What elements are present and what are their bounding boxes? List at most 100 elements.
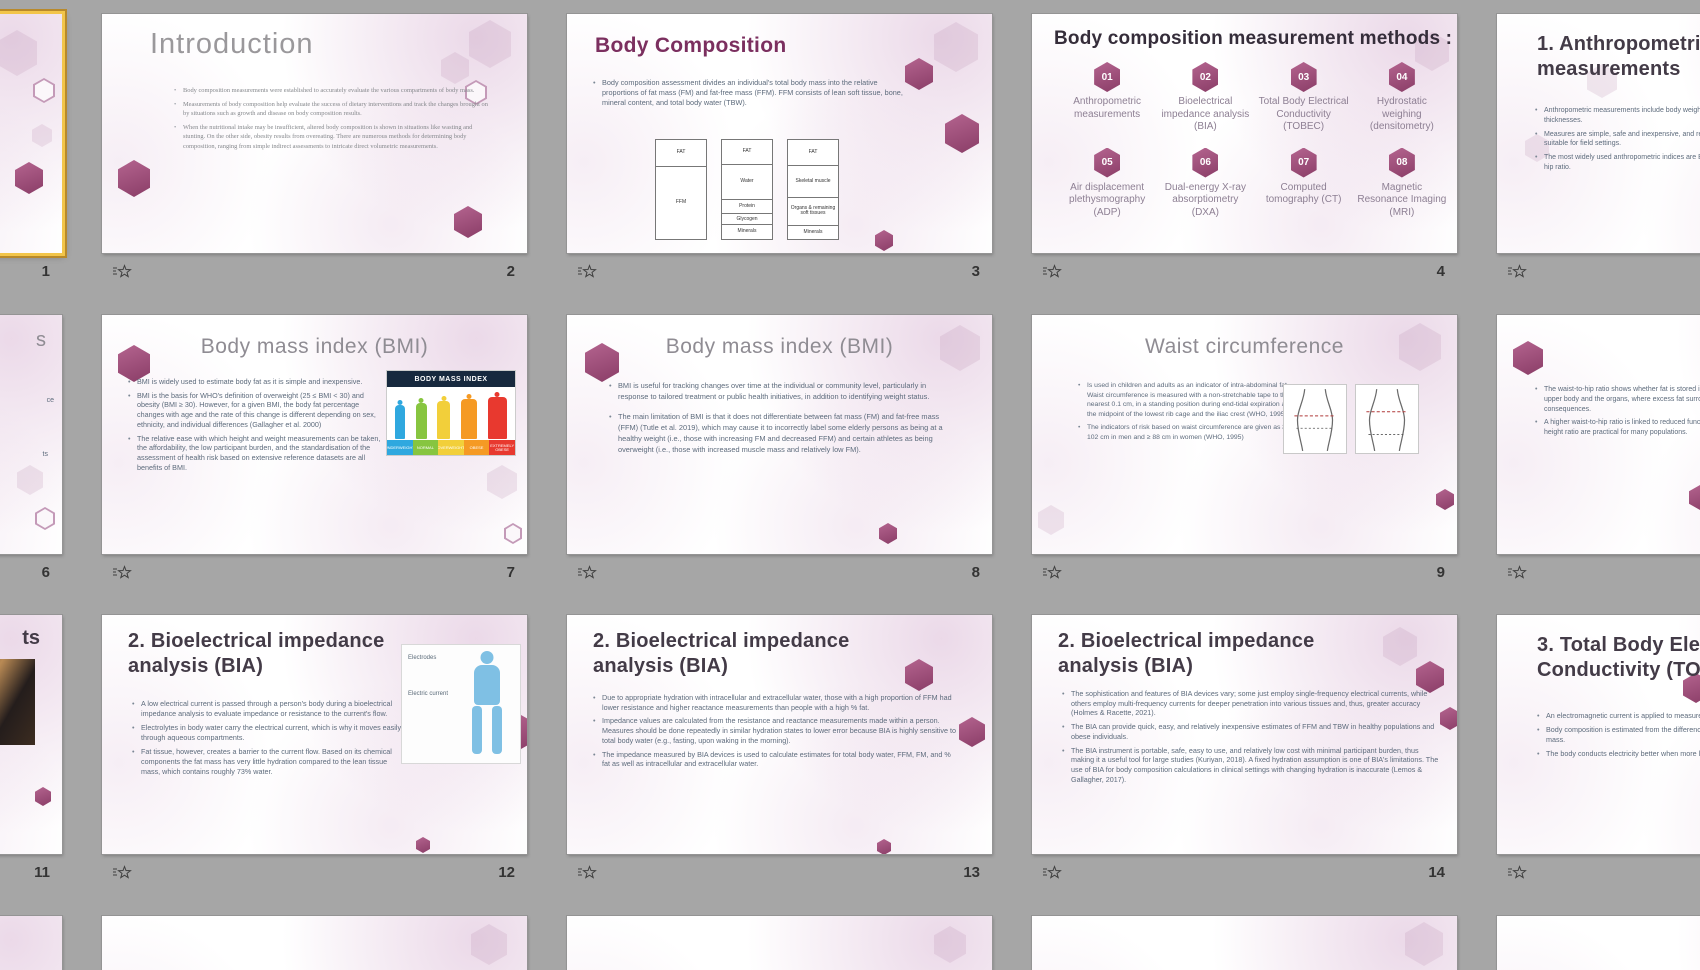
slide-number: 11 [34, 863, 50, 881]
diagram-box: Minerals [721, 224, 773, 241]
hexagon-decoration [471, 924, 507, 965]
method-label: Magnetic Resonance Imaging (MRI) [1357, 181, 1447, 218]
method-item: 07 Computed tomography (CT) [1259, 147, 1349, 220]
hexagon-outline-decoration [35, 507, 55, 530]
slide-15-thumbnail[interactable]: 3. Total Body Electrical Conductivity (T… [1497, 615, 1700, 854]
play-animations-icon[interactable] [1507, 264, 1527, 278]
slide-row-1: 1 Introduction Body composition measurem… [0, 14, 1700, 283]
slide-cell-next [1032, 916, 1457, 970]
slide-number: 2 [506, 262, 515, 280]
slide-4-thumbnail[interactable]: Body composition measurement methods : 0… [1032, 14, 1457, 253]
slide-cell-5: 1. Anthropometric measurements Anthropom… [1497, 14, 1700, 283]
method-item: 04 Hydrostatic weighing (densitometry) [1357, 62, 1447, 134]
slide-footer: 6 [0, 554, 62, 584]
slide-thumbnail[interactable] [1497, 916, 1700, 970]
slide-12-thumbnail[interactable]: 2. Bioelectrical impedance analysis (BIA… [102, 615, 527, 854]
bullet-item: A higher waist-to-hip ratio is linked to… [1535, 418, 1700, 438]
slide-number: 4 [1436, 262, 1445, 280]
slide-thumbnail[interactable] [1032, 916, 1457, 970]
bullet-item: The body conducts electricity better whe… [1537, 749, 1700, 759]
slide-footer: 7 [102, 554, 527, 584]
method-item: 05 Air displacement plethysmography (ADP… [1062, 147, 1152, 220]
diagram-box: Skeletal muscle [787, 164, 839, 198]
slide-title: Body Composition [595, 34, 787, 57]
slide-5-thumbnail[interactable]: 1. Anthropometric measurements Anthropom… [1497, 14, 1700, 253]
slide-cell-2: Introduction Body composition measuremen… [102, 14, 527, 283]
bullet-item: The impedance measured by BIA devices is… [593, 750, 958, 769]
hexagon-decoration [905, 58, 933, 90]
slide-row-2: s ce ts 6 Body mass index (BMI) BMI [0, 315, 1700, 584]
bullet-item: The most widely used anthropometric indi… [1535, 153, 1700, 173]
slide-footer: 4 [1032, 253, 1457, 283]
hexagon-decoration [1399, 323, 1441, 371]
slide-number: 6 [41, 563, 50, 581]
hexagon-decoration [1440, 707, 1457, 730]
slide-9-thumbnail[interactable]: Waist circumference Is used in children … [1032, 315, 1457, 554]
slide-14-thumbnail[interactable]: 2. Bioelectrical impedance analysis (BIA… [1032, 615, 1457, 854]
title-fragment: ts [22, 627, 40, 649]
slide-footer: 14 [1032, 854, 1457, 884]
hexagon-decoration [416, 837, 430, 853]
slide-cell-next [567, 916, 992, 970]
play-animations-icon[interactable] [1042, 865, 1062, 879]
slide-number: 9 [1436, 563, 1445, 581]
method-number-hexagon: 01 [1094, 62, 1121, 92]
slide-3-thumbnail[interactable]: Body Composition Body composition assess… [567, 14, 992, 253]
slide-1-thumbnail[interactable] [0, 14, 62, 253]
hexagon-decoration [875, 230, 893, 251]
play-animations-icon[interactable] [112, 264, 132, 278]
slide-7-thumbnail[interactable]: Body mass index (BMI) BMI is widely used… [102, 315, 527, 554]
slide-title: Body composition measurement methods : [1054, 28, 1453, 49]
bmi-chart-figures [387, 387, 515, 440]
bullet-item: Electrolytes in body water carry the ele… [132, 723, 402, 743]
play-animations-icon[interactable] [1507, 865, 1527, 879]
slide-10-thumbnail[interactable]: The waist-to-hip ratio shows whether fat… [1497, 315, 1700, 554]
play-animations-icon[interactable] [1507, 565, 1527, 579]
slide-title: 1. Anthropometric measurements [1537, 33, 1700, 80]
slide-thumbnail[interactable] [102, 916, 527, 970]
play-animations-icon[interactable] [577, 565, 597, 579]
slide-cell-next [102, 916, 527, 970]
waist-figure-image [1356, 385, 1418, 453]
slide-number: 1 [41, 262, 50, 280]
hexagon-decoration [469, 20, 511, 68]
slide-thumbnail[interactable] [567, 916, 992, 970]
bullet-item: The BIA can provide quick, easy, and rel… [1062, 722, 1442, 741]
play-animations-icon[interactable] [1042, 264, 1062, 278]
slide-8-thumbnail[interactable]: Body mass index (BMI) BMI is useful for … [567, 315, 992, 554]
method-label: Anthropometric measurements [1073, 96, 1142, 120]
slide-title: Waist circumference [1145, 335, 1344, 358]
play-animations-icon[interactable] [577, 865, 597, 879]
slide-2-thumbnail[interactable]: Introduction Body composition measuremen… [102, 14, 527, 253]
hexagon-decoration [877, 839, 891, 854]
method-number-hexagon: 07 [1290, 147, 1317, 178]
method-number-hexagon: 08 [1388, 147, 1415, 178]
play-animations-icon[interactable] [1042, 565, 1062, 579]
slide-cell-7: Body mass index (BMI) BMI is widely used… [102, 315, 527, 584]
method-item: 02 Bioelectrical impedance analysis (BIA… [1160, 62, 1250, 134]
hexagon-decoration [15, 162, 43, 194]
slide-11-thumbnail[interactable]: ts [0, 615, 62, 854]
method-label: Air displacement plethysmography (ADP) [1069, 181, 1146, 218]
play-animations-icon[interactable] [112, 565, 132, 579]
bullet-item: Measurements of body composition help ev… [174, 100, 492, 119]
bmi-label: EXTREMELY OBESE [489, 440, 515, 455]
slide-6-thumbnail[interactable]: s ce ts [0, 315, 62, 554]
slide-13-thumbnail[interactable]: 2. Bioelectrical impedance analysis (BIA… [567, 615, 992, 854]
slide-footer: 1 [0, 253, 62, 283]
hexagon-decoration [0, 30, 37, 76]
slide-title: Introduction [150, 28, 314, 60]
bullet-item: BMI is useful for tracking changes over … [609, 381, 954, 402]
play-animations-icon[interactable] [112, 865, 132, 879]
diagram-box: Water [721, 164, 773, 200]
hexagon-decoration [441, 52, 469, 84]
waist-figure-image [1284, 385, 1346, 453]
slide-title: 2. Bioelectrical impedance analysis (BIA… [593, 630, 850, 677]
slide-cell-8: Body mass index (BMI) BMI is useful for … [567, 315, 992, 584]
play-animations-icon[interactable] [577, 264, 597, 278]
method-label: Dual-energy X-ray absorptiometry (DXA) [1164, 181, 1246, 218]
hexagon-decoration [1383, 627, 1417, 666]
slide-footer: 2 [102, 253, 527, 283]
slide-thumbnail[interactable] [0, 916, 62, 970]
